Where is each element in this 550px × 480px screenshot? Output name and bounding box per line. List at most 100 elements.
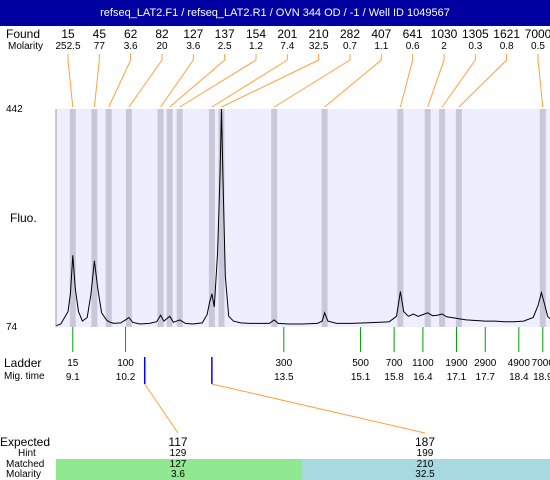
- matched-value: 210: [416, 459, 434, 470]
- found-molarity-label: 3.6: [186, 41, 201, 52]
- ladder-time-label: 9.1: [65, 372, 80, 383]
- found-size-label: 137: [214, 27, 235, 41]
- found-size-label: 45: [92, 27, 106, 41]
- ladder-time-label: 18.9: [533, 372, 550, 383]
- peak-connector: [67, 54, 74, 108]
- found-molarity-label: 0.5: [531, 41, 545, 52]
- ladder-time-label: 13.5: [274, 372, 294, 383]
- expected-connectors: [143, 357, 426, 434]
- found-size-label: 201: [277, 27, 298, 41]
- found-molarity-label: 252.5: [55, 41, 81, 52]
- found-molarity-label: 32.5: [308, 41, 329, 52]
- y-min-label: 74: [6, 322, 18, 333]
- ladder-time-label: 18.4: [509, 372, 529, 383]
- found-size-label: 282: [339, 27, 361, 41]
- found-molarity-label: 2.5: [217, 41, 232, 52]
- ladder-time-label: 10.2: [115, 372, 136, 383]
- expected-value: 117: [168, 435, 188, 449]
- peak-band: [208, 109, 215, 327]
- peak-connector: [108, 54, 132, 108]
- peak-band: [455, 109, 462, 327]
- ladder-size-label: 4900: [507, 358, 530, 369]
- peak-connector: [93, 54, 100, 108]
- fluorescence-trace: [55, 108, 550, 327]
- hint-value: 129: [169, 448, 187, 459]
- ladder-time-label: 15.1: [350, 372, 371, 383]
- found-molarity-label: 3.6: [123, 41, 138, 52]
- ladder-time-label: 17.7: [475, 372, 495, 383]
- ladder-size-label: 1100: [412, 358, 434, 369]
- peak-connector: [441, 54, 476, 108]
- peak-band: [176, 109, 183, 327]
- ladder-ticks: [72, 327, 544, 352]
- peak-band: [271, 109, 278, 327]
- peak-connector: [324, 54, 382, 108]
- peak-band: [397, 109, 404, 327]
- fluo-label: Fluo.: [10, 211, 37, 225]
- peak-connector: [169, 54, 226, 108]
- ladder-size-label: 7000: [531, 358, 550, 369]
- hint-label: Hint: [18, 448, 36, 459]
- ladder-size-label: 700: [385, 358, 403, 369]
- found-size-label: 1621: [493, 27, 520, 41]
- molarity-bottom-label: Molarity: [6, 469, 42, 480]
- mig-time-label: Mig. time: [4, 371, 45, 382]
- peak-band: [157, 109, 164, 327]
- found-molarity-label: 1.2: [249, 41, 263, 52]
- ladder-size-label: 300: [275, 358, 293, 369]
- found-molarity-label: 1.1: [374, 41, 389, 52]
- peak-connector: [458, 54, 508, 108]
- peak-connector: [221, 54, 320, 108]
- ladder-size-label: 2900: [474, 358, 497, 369]
- found-molarity-label: 0.8: [499, 41, 514, 52]
- peak-connectors: [67, 54, 544, 108]
- title-bar: refseq_LAT2.F1 / refseq_LAT2.R1 / OVN 34…: [0, 0, 550, 26]
- ladder-size-label: 100: [117, 358, 134, 369]
- matched-strip-right: [302, 459, 550, 480]
- found-size-label: 7000: [524, 27, 550, 41]
- peak-band: [321, 109, 328, 327]
- found-size-label: 1305: [461, 27, 489, 41]
- found-size-label: 154: [245, 27, 267, 41]
- peak-connector: [399, 54, 414, 108]
- peak-bands: [69, 109, 546, 327]
- ladder-time-label: 15.8: [384, 372, 404, 383]
- found-molarity-label: 0.6: [405, 41, 420, 52]
- matched-value: 127: [169, 459, 187, 470]
- ladder-time-label: 16.4: [413, 372, 433, 383]
- found-molarity-label: 20: [156, 41, 168, 52]
- y-max-label: 442: [6, 104, 23, 115]
- found-molarity-label: 77: [93, 41, 105, 52]
- ladder-size-label: 1900: [445, 358, 468, 369]
- peak-band: [218, 109, 225, 327]
- expected-connector: [144, 383, 179, 434]
- found-size-label: 62: [123, 27, 138, 41]
- found-size-label: 127: [183, 27, 204, 41]
- peak-band: [166, 109, 173, 327]
- found-size-label: 210: [308, 27, 329, 41]
- matched-label: Matched: [6, 459, 45, 470]
- peak-band: [69, 109, 76, 327]
- found-size-label: 82: [155, 27, 169, 41]
- peak-connector: [160, 54, 194, 108]
- found-size-label: 407: [371, 27, 392, 41]
- expected-value: 187: [414, 435, 436, 449]
- found-molarity-label: 2: [441, 41, 447, 52]
- peak-connector: [537, 54, 544, 108]
- found-size-label: 641: [402, 27, 423, 41]
- ladder-time-label: 17.1: [446, 372, 467, 383]
- molarity-value: 3.6: [171, 469, 185, 480]
- peak-band: [539, 109, 546, 327]
- found-molarity-label: 0.3: [468, 41, 483, 52]
- peak-connector: [179, 54, 257, 108]
- found-molarity-label: 0.7: [343, 41, 357, 52]
- peak-connector: [128, 54, 163, 108]
- found-size-label: 15: [61, 27, 75, 41]
- ladder-size-label: 15: [67, 358, 79, 369]
- ladder-size-label: 500: [352, 358, 369, 369]
- found-molarity-label: 7.4: [280, 41, 295, 52]
- found-label: Found: [6, 27, 41, 41]
- peak-connector: [427, 54, 445, 108]
- peak-connector: [273, 54, 351, 108]
